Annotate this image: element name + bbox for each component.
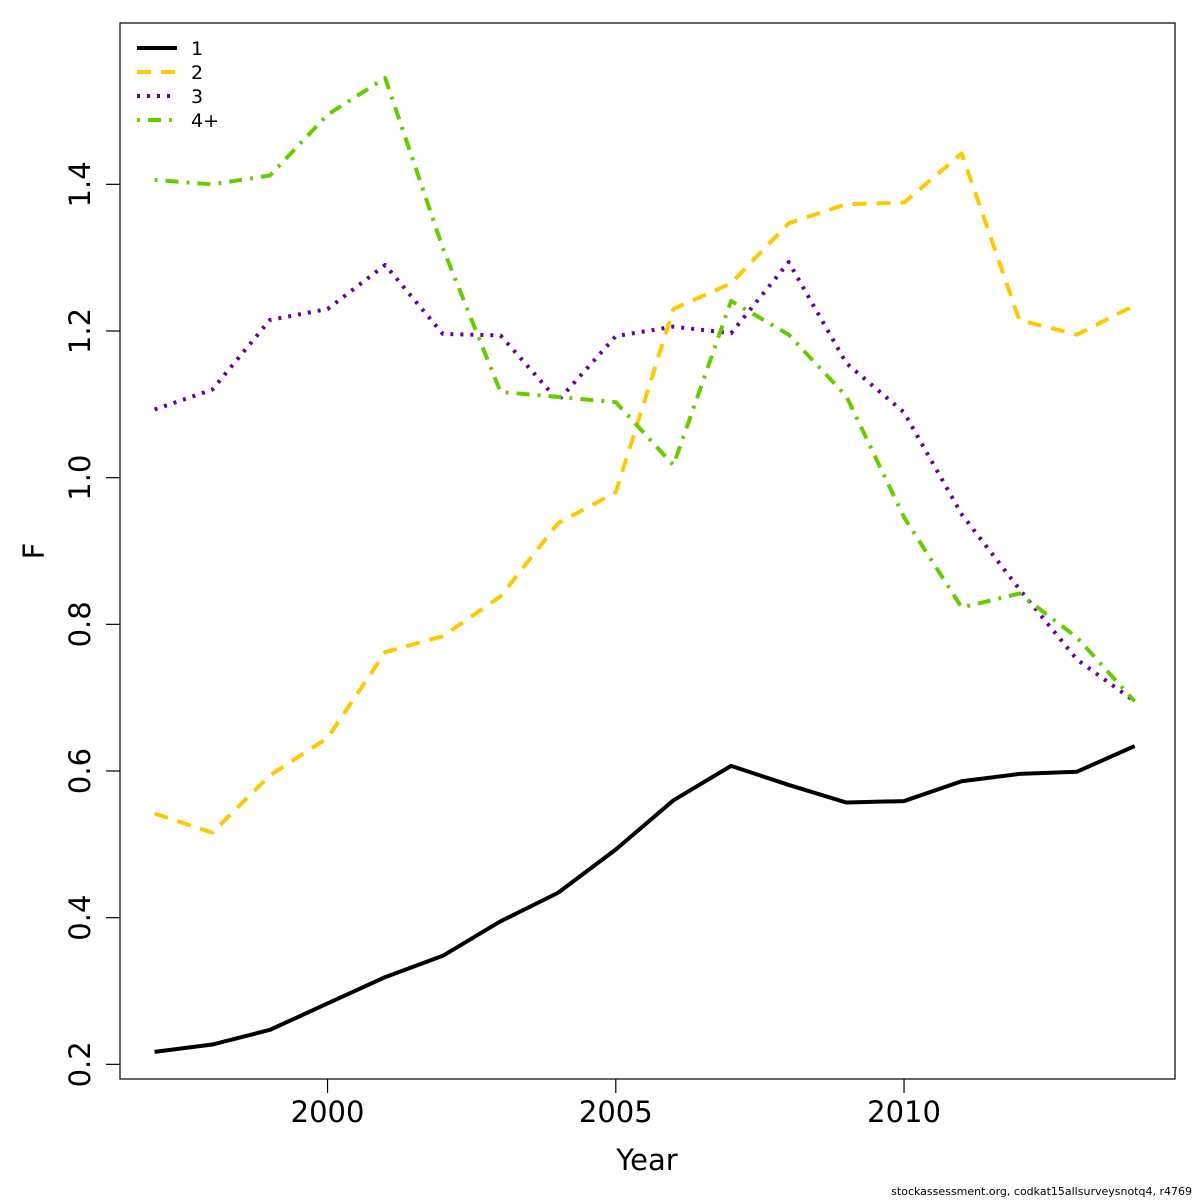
y-axis: 0.2 0.4 0.6 0.8 1.0 1.2 1.4 bbox=[63, 161, 120, 1087]
y-tick-label-5: 1.2 bbox=[63, 308, 97, 354]
plot-frame bbox=[119, 22, 1176, 1080]
legend-label-1: 2 bbox=[191, 62, 203, 84]
legend-label-3: 4+ bbox=[191, 110, 219, 132]
series-line-3 bbox=[154, 76, 1137, 703]
legend-label-2: 3 bbox=[191, 86, 203, 108]
y-tick-label-0: 0.2 bbox=[63, 1041, 97, 1087]
y-tick-label-4: 1.0 bbox=[63, 455, 97, 501]
x-axis-title: Year bbox=[615, 1143, 677, 1177]
y-tick-label-1: 0.4 bbox=[63, 895, 97, 941]
x-tick-label-2000: 2000 bbox=[291, 1095, 365, 1129]
series-line-2 bbox=[153, 260, 1136, 703]
series-layer bbox=[153, 76, 1137, 1054]
y-tick-label-2: 0.6 bbox=[63, 748, 97, 794]
y-tick-label-6: 1.4 bbox=[63, 161, 97, 207]
footer-credit: stockassessment.org, codkat15allsurveysn… bbox=[891, 1185, 1192, 1198]
x-tick-label-2005: 2005 bbox=[579, 1095, 653, 1129]
x-axis: 2000 2005 2010 bbox=[291, 1079, 941, 1129]
series-line-0 bbox=[154, 744, 1136, 1054]
x-tick-label-2010: 2010 bbox=[867, 1095, 941, 1129]
y-tick-label-3: 0.8 bbox=[63, 601, 97, 647]
series-line-1 bbox=[153, 151, 1136, 835]
legend-label-0: 1 bbox=[191, 38, 203, 60]
y-axis-title: F bbox=[17, 543, 51, 560]
